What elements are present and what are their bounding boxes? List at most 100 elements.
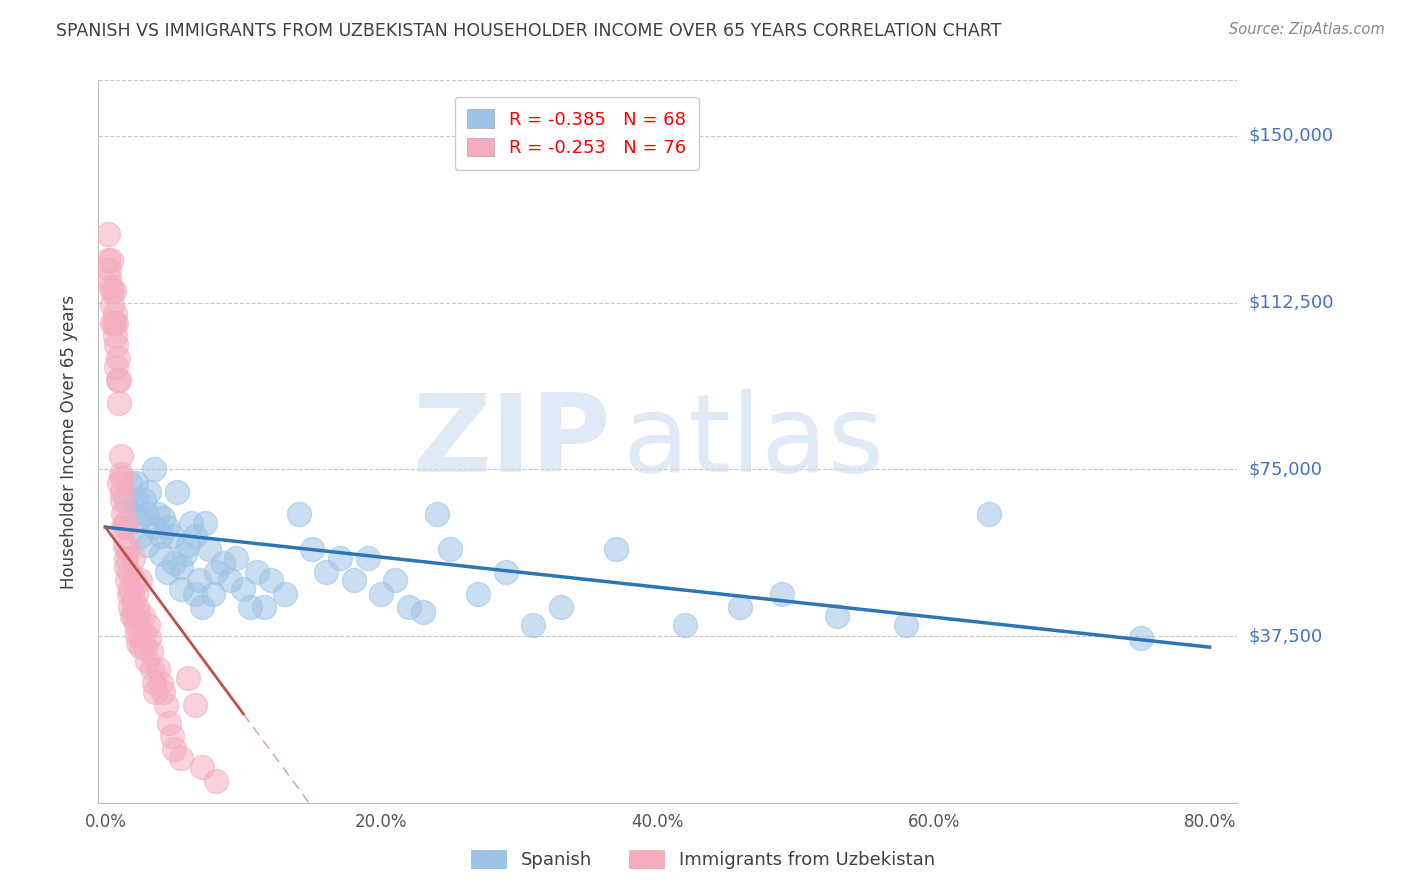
Point [125, 600, 148, 615]
Point [110, 467, 132, 481]
Point [605, 542, 627, 557]
Point [260, 574, 283, 588]
Point [170, 582, 193, 597]
Point [343, 574, 366, 588]
Point [110, 449, 132, 463]
Point [253, 600, 276, 615]
Point [166, 484, 188, 499]
Point [225, 551, 247, 566]
Point [135, 653, 157, 667]
Point [184, 529, 207, 543]
Text: $37,500: $37,500 [1249, 627, 1323, 645]
Point [211, 556, 233, 570]
Point [135, 538, 157, 552]
Point [121, 609, 143, 624]
Point [384, 574, 406, 588]
Point [111, 471, 134, 485]
Point [103, 316, 125, 330]
Point [160, 729, 183, 743]
Point [132, 627, 155, 641]
Point [149, 675, 172, 690]
Point [100, 280, 122, 294]
Point [97, 253, 120, 268]
Point [142, 675, 165, 690]
Point [125, 587, 148, 601]
Y-axis label: Householder Income Over 65 years: Householder Income Over 65 years [59, 294, 77, 589]
Point [1129, 632, 1152, 646]
Point [177, 671, 200, 685]
Point [356, 551, 378, 566]
Point [301, 542, 323, 557]
Point [170, 751, 193, 765]
Point [125, 618, 148, 632]
Text: SPANISH VS IMMIGRANTS FROM UZBEKISTAN HOUSEHOLDER INCOME OVER 65 YEARS CORRELATI: SPANISH VS IMMIGRANTS FROM UZBEKISTAN HO… [56, 22, 1001, 40]
Point [117, 574, 139, 588]
Point [977, 507, 1000, 521]
Point [152, 511, 174, 525]
Text: Source: ZipAtlas.com: Source: ZipAtlas.com [1229, 22, 1385, 37]
Point [204, 773, 226, 788]
Point [128, 511, 150, 525]
Point [146, 662, 169, 676]
Point [138, 484, 160, 499]
Point [101, 316, 124, 330]
Point [152, 684, 174, 698]
Point [730, 600, 752, 615]
Point [121, 587, 143, 601]
Text: atlas: atlas [623, 389, 884, 494]
Point [125, 493, 148, 508]
Point [128, 529, 150, 543]
Point [127, 609, 149, 624]
Text: ZIP: ZIP [412, 389, 612, 494]
Point [194, 516, 217, 530]
Point [105, 316, 128, 330]
Point [894, 618, 917, 632]
Point [177, 538, 200, 552]
Point [160, 529, 183, 543]
Point [143, 684, 166, 698]
Point [111, 493, 134, 508]
Point [132, 493, 155, 508]
Point [122, 551, 145, 566]
Point [142, 462, 165, 476]
Point [138, 632, 160, 646]
Point [142, 520, 165, 534]
Text: $75,000: $75,000 [1249, 460, 1323, 478]
Point [124, 609, 146, 624]
Point [156, 565, 179, 579]
Point [522, 618, 544, 632]
Point [198, 542, 221, 557]
Point [122, 596, 145, 610]
Point [120, 475, 142, 490]
Point [112, 520, 135, 534]
Point [188, 574, 211, 588]
Point [115, 560, 138, 574]
Point [97, 227, 120, 241]
Point [122, 507, 145, 521]
Point [174, 547, 197, 561]
Point [329, 551, 352, 566]
Point [184, 698, 207, 712]
Point [246, 565, 269, 579]
Legend: R = -0.385   N = 68, R = -0.253   N = 76: R = -0.385 N = 68, R = -0.253 N = 76 [454, 96, 699, 169]
Point [118, 565, 141, 579]
Point [101, 298, 124, 312]
Point [105, 360, 128, 375]
Point [170, 560, 193, 574]
Point [107, 373, 129, 387]
Point [146, 507, 169, 521]
Point [127, 636, 149, 650]
Point [180, 516, 202, 530]
Point [125, 627, 148, 641]
Point [120, 582, 142, 597]
Point [125, 475, 148, 490]
Point [136, 618, 159, 632]
Point [114, 538, 136, 552]
Point [112, 507, 135, 521]
Point [155, 698, 177, 712]
Text: $150,000: $150,000 [1249, 127, 1333, 145]
Point [315, 565, 337, 579]
Point [108, 475, 131, 490]
Point [98, 262, 121, 277]
Point [673, 618, 696, 632]
